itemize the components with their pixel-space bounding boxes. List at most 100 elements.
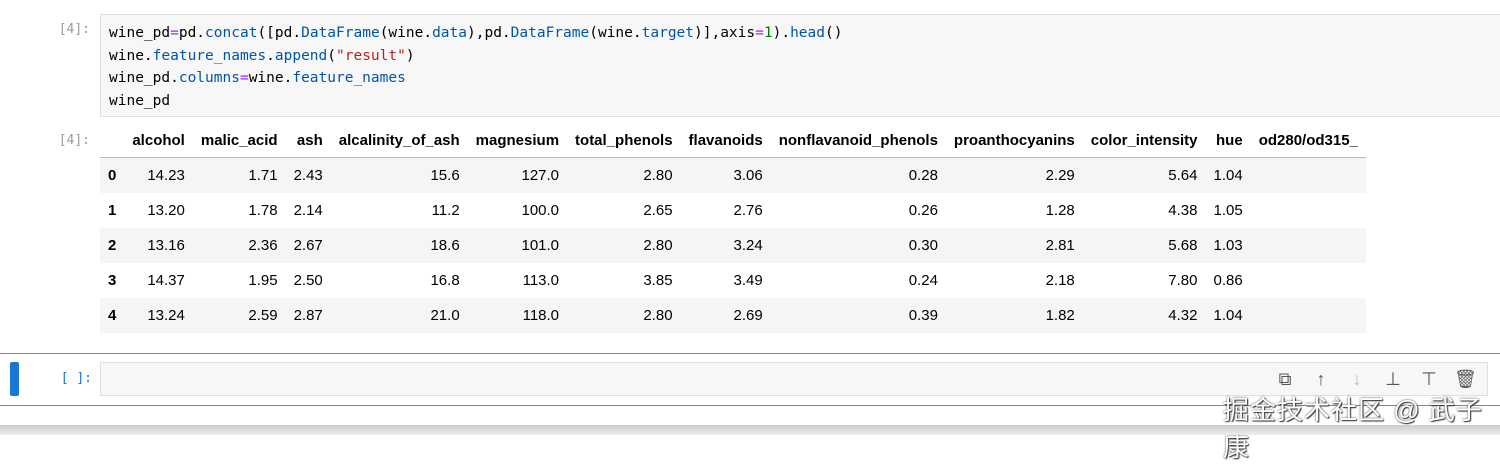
table-row: 1 13.20 1.78 2.14 11.2 100.0 2.65 2.76 0.26 1.28 4… bbox=[100, 193, 1366, 228]
code-line: wine_pd=pd.concat([pd.DataFrame(wine.dat… bbox=[109, 22, 1500, 45]
table-cell: 0.86 bbox=[1213, 272, 1243, 289]
table-cell: 2.43 bbox=[293, 167, 323, 184]
code-token: (wine. bbox=[379, 25, 433, 41]
code-token: DataFrame bbox=[301, 25, 380, 41]
code-line: wine_pd.columns=wine.feature_names bbox=[109, 67, 1500, 90]
table-cell: 2.76 bbox=[733, 202, 763, 219]
column-header: od280/od315_ bbox=[1250, 124, 1366, 158]
empty-cell-input[interactable] bbox=[100, 362, 1488, 396]
code-token: DataFrame bbox=[510, 25, 590, 41]
column-header: ash bbox=[285, 124, 331, 158]
table-row: 2 13.16 2.36 2.67 18.6 101.0 2.80 3.24 0.30 2.81 5… bbox=[100, 228, 1366, 263]
code-token: 1 bbox=[763, 25, 773, 41]
bottom-shadow bbox=[0, 425, 1500, 435]
table-cell bbox=[1251, 228, 1366, 263]
table-cell: 1.71 bbox=[248, 167, 278, 184]
table-header-row: alcohol malic_acid ash alcalinity_of_ash mag… bbox=[100, 124, 1366, 158]
output-prompt: [4]: bbox=[58, 133, 90, 148]
cell-toolbar: ⧉ ↑ ↓ ⊥ ⊤ 🗑 bbox=[1274, 369, 1477, 390]
table-cell: 15.6 bbox=[430, 167, 460, 184]
code-token: ( bbox=[327, 47, 337, 64]
table-cell: 1.28 bbox=[1045, 202, 1075, 219]
move-down-icon[interactable]: ↓ bbox=[1352, 369, 1362, 389]
table-cell: 2.80 bbox=[643, 307, 673, 324]
code-token: head bbox=[790, 25, 825, 41]
delete-icon[interactable]: 🗑 bbox=[1454, 369, 1477, 389]
column-header: proanthocyanins bbox=[945, 124, 1083, 158]
table-cell: 118.0 bbox=[522, 307, 560, 324]
table-row: 3 14.37 1.95 2.50 16.8 113.0 3.85 3.49 0.24 2.18 7… bbox=[100, 263, 1366, 298]
table-cell: 101.0 bbox=[521, 237, 560, 254]
code-editor[interactable]: wine_pd=pd.concat([pd.DataFrame(wine.dat… bbox=[100, 14, 1500, 117]
column-header bbox=[100, 124, 125, 158]
empty-cell-prompt: [ ]: bbox=[60, 371, 92, 386]
column-header: alcalinity_of_ash bbox=[330, 124, 468, 158]
row-index: 2 bbox=[108, 237, 117, 254]
code-token: . bbox=[266, 47, 275, 64]
dataframe-table: alcohol malic_acid ash alcalinity_of_ash mag… bbox=[100, 124, 1366, 333]
table-cell: 5.68 bbox=[1168, 237, 1198, 254]
table-cell: 14.37 bbox=[147, 272, 185, 289]
input-prompt: [4]: bbox=[58, 22, 90, 37]
table-cell: 113.0 bbox=[522, 272, 560, 289]
table-cell bbox=[1251, 158, 1366, 194]
table-cell: 11.2 bbox=[431, 202, 460, 219]
column-header: alcohol bbox=[124, 124, 193, 158]
table-cell: 2.87 bbox=[293, 307, 323, 324]
code-token: data bbox=[432, 25, 467, 41]
code-token: ([ bbox=[257, 25, 275, 41]
table-cell: 3.85 bbox=[643, 272, 673, 289]
table-cell: 1.82 bbox=[1045, 307, 1075, 324]
table-cell: 2.67 bbox=[293, 237, 323, 254]
table-cell: 2.81 bbox=[1045, 237, 1075, 254]
row-index: 0 bbox=[108, 167, 117, 184]
table-cell bbox=[1251, 263, 1366, 298]
insert-above-icon[interactable]: ⊥ bbox=[1385, 369, 1401, 389]
code-token: ) bbox=[405, 47, 415, 64]
move-up-icon[interactable]: ↑ bbox=[1316, 369, 1326, 389]
table-cell: 13.20 bbox=[147, 202, 185, 219]
code-token: "result" bbox=[336, 47, 406, 64]
code-token: append bbox=[274, 47, 328, 64]
code-token: pd. bbox=[274, 25, 302, 41]
table-cell: 1.04 bbox=[1213, 307, 1243, 324]
table-cell: 4.38 bbox=[1168, 202, 1198, 219]
code-token: wine_pd bbox=[109, 92, 171, 109]
table-cell: 4.32 bbox=[1168, 307, 1198, 324]
table-cell: 5.64 bbox=[1168, 167, 1198, 184]
code-token: () bbox=[824, 25, 843, 41]
table-cell: 13.24 bbox=[147, 307, 185, 324]
column-header: hue bbox=[1205, 124, 1251, 158]
table-cell: 2.80 bbox=[643, 237, 673, 254]
code-line: wine.feature_names.append("result") bbox=[109, 45, 1500, 68]
table-cell: 21.0 bbox=[430, 307, 460, 324]
table-cell: 2.80 bbox=[643, 167, 673, 184]
table-cell: 16.8 bbox=[430, 272, 460, 289]
table-cell: 0.39 bbox=[908, 307, 938, 324]
row-index: 3 bbox=[108, 272, 117, 289]
table-cell: 1.78 bbox=[248, 202, 278, 219]
active-cell-indicator bbox=[10, 362, 19, 396]
column-header: nonflavanoid_phenols bbox=[770, 124, 946, 158]
duplicate-icon[interactable]: ⧉ bbox=[1278, 369, 1292, 389]
code-token: pd. bbox=[178, 25, 206, 41]
table-cell: 2.18 bbox=[1045, 272, 1075, 289]
code-token: concat bbox=[205, 25, 258, 41]
table-cell bbox=[1251, 298, 1366, 333]
code-token: wine_pd. bbox=[109, 70, 179, 86]
row-index: 4 bbox=[108, 307, 117, 324]
column-header: malic_acid bbox=[192, 124, 286, 158]
table-row: 4 13.24 2.59 2.87 21.0 118.0 2.80 2.69 0.39 1.82 4… bbox=[100, 298, 1366, 333]
table-cell: 127.0 bbox=[521, 167, 560, 184]
code-token: wine. bbox=[109, 47, 153, 64]
table-cell: 14.23 bbox=[147, 167, 185, 184]
code-token: feature_names bbox=[292, 70, 406, 86]
table-cell: 13.16 bbox=[147, 237, 185, 254]
active-cell[interactable] bbox=[0, 353, 1500, 406]
table-cell: 2.36 bbox=[248, 237, 278, 254]
insert-below-icon[interactable]: ⊤ bbox=[1421, 369, 1437, 389]
table-cell: 2.69 bbox=[733, 307, 763, 324]
table-cell: 0.30 bbox=[908, 237, 938, 254]
table-cell: 3.24 bbox=[733, 237, 763, 254]
code-token: (wine. bbox=[589, 25, 642, 41]
